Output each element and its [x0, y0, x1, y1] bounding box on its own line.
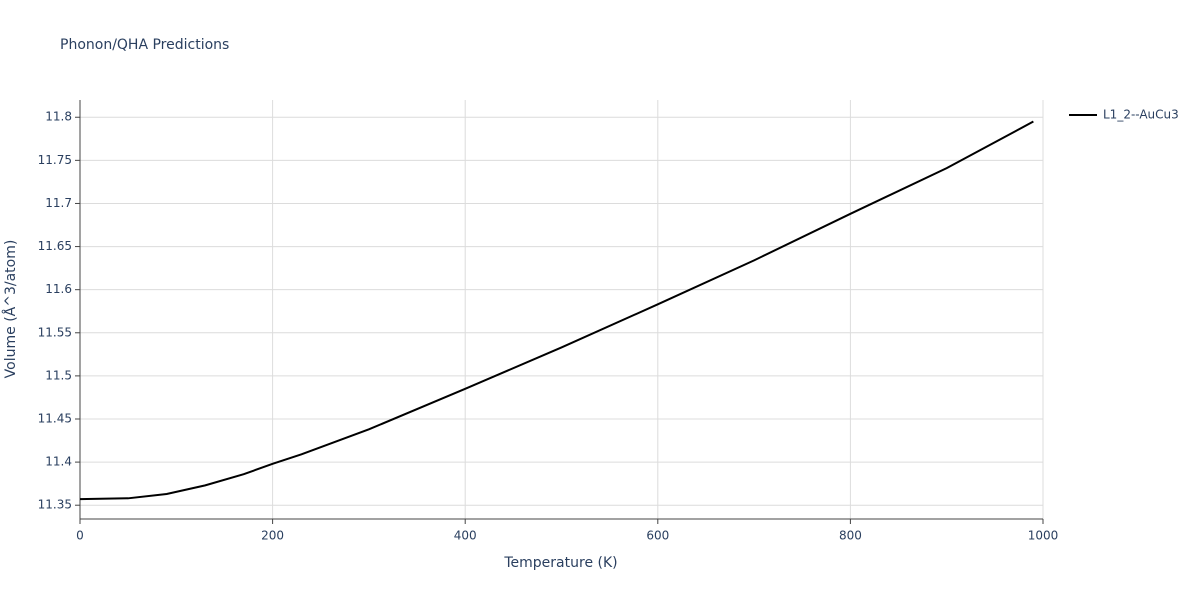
x-axis-title: Temperature (K)	[503, 555, 617, 571]
chart-title: Phonon/QHA Predictions	[60, 37, 229, 53]
x-tick-label: 400	[454, 529, 477, 543]
y-tick-label: 11.8	[45, 110, 72, 124]
legend-label: L1_2--AuCu3	[1103, 108, 1179, 122]
x-tick-label: 800	[839, 529, 862, 543]
y-tick-label: 11.5	[45, 368, 72, 382]
y-tick-label: 11.55	[38, 325, 72, 339]
y-tick-label: 11.75	[38, 153, 72, 167]
y-tick-label: 11.65	[38, 239, 72, 253]
y-axis-title: Volume (Å^3/atom)	[2, 240, 19, 379]
x-tick-label: 0	[76, 529, 84, 543]
x-tick-label: 600	[646, 529, 669, 543]
x-tick-label: 200	[261, 529, 284, 543]
data-line	[79, 120, 1034, 501]
x-tick-label: 1000	[1028, 529, 1059, 543]
y-tick-label: 11.4	[45, 455, 72, 469]
y-tick-label: 11.35	[38, 498, 72, 512]
y-tick-label: 11.45	[38, 411, 72, 425]
y-tick-label: 11.7	[45, 196, 72, 210]
y-tick-label: 11.6	[45, 282, 72, 296]
